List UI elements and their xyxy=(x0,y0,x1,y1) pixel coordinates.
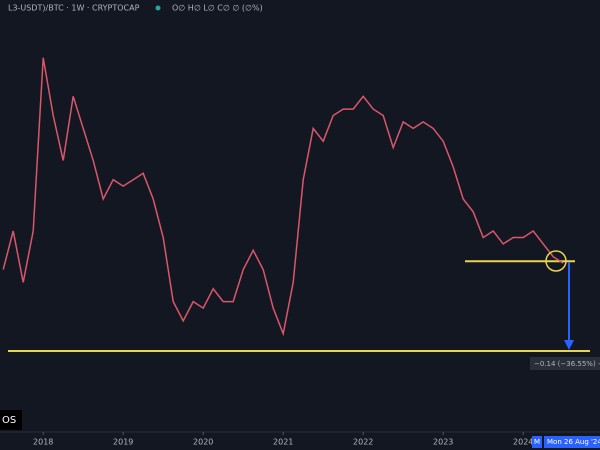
date-tag-box xyxy=(544,436,600,448)
highlight-circle xyxy=(545,250,567,272)
chart-title: L3-USDT)/BTC · 1W · CRYPTOCAP xyxy=(8,4,140,13)
arrow-head xyxy=(564,340,574,350)
measure-label: −0.14 (−36.55%) −0 xyxy=(534,360,600,368)
x-tick-label: 2023 xyxy=(433,438,453,447)
axis-tag-box xyxy=(532,436,542,448)
x-tick-label: 2022 xyxy=(353,438,373,447)
measure-box xyxy=(530,357,600,370)
corner-label: OS xyxy=(2,415,16,426)
corner-box xyxy=(0,410,22,430)
x-tick-label: 2018 xyxy=(33,438,53,447)
x-tick-label: 2020 xyxy=(193,438,213,447)
x-tick-label: 2021 xyxy=(273,438,293,447)
ohlc-header: O∅ H∅ L∅ C∅ ∅ (∅%) xyxy=(172,4,263,13)
status-dot xyxy=(155,5,161,11)
axis-tag: M xyxy=(534,438,540,446)
date-tag: Mon 26 Aug '24 xyxy=(547,438,600,446)
x-tick-label: 2024 xyxy=(513,438,533,447)
price-line xyxy=(2,57,564,337)
x-tick-label: 2019 xyxy=(113,438,133,447)
